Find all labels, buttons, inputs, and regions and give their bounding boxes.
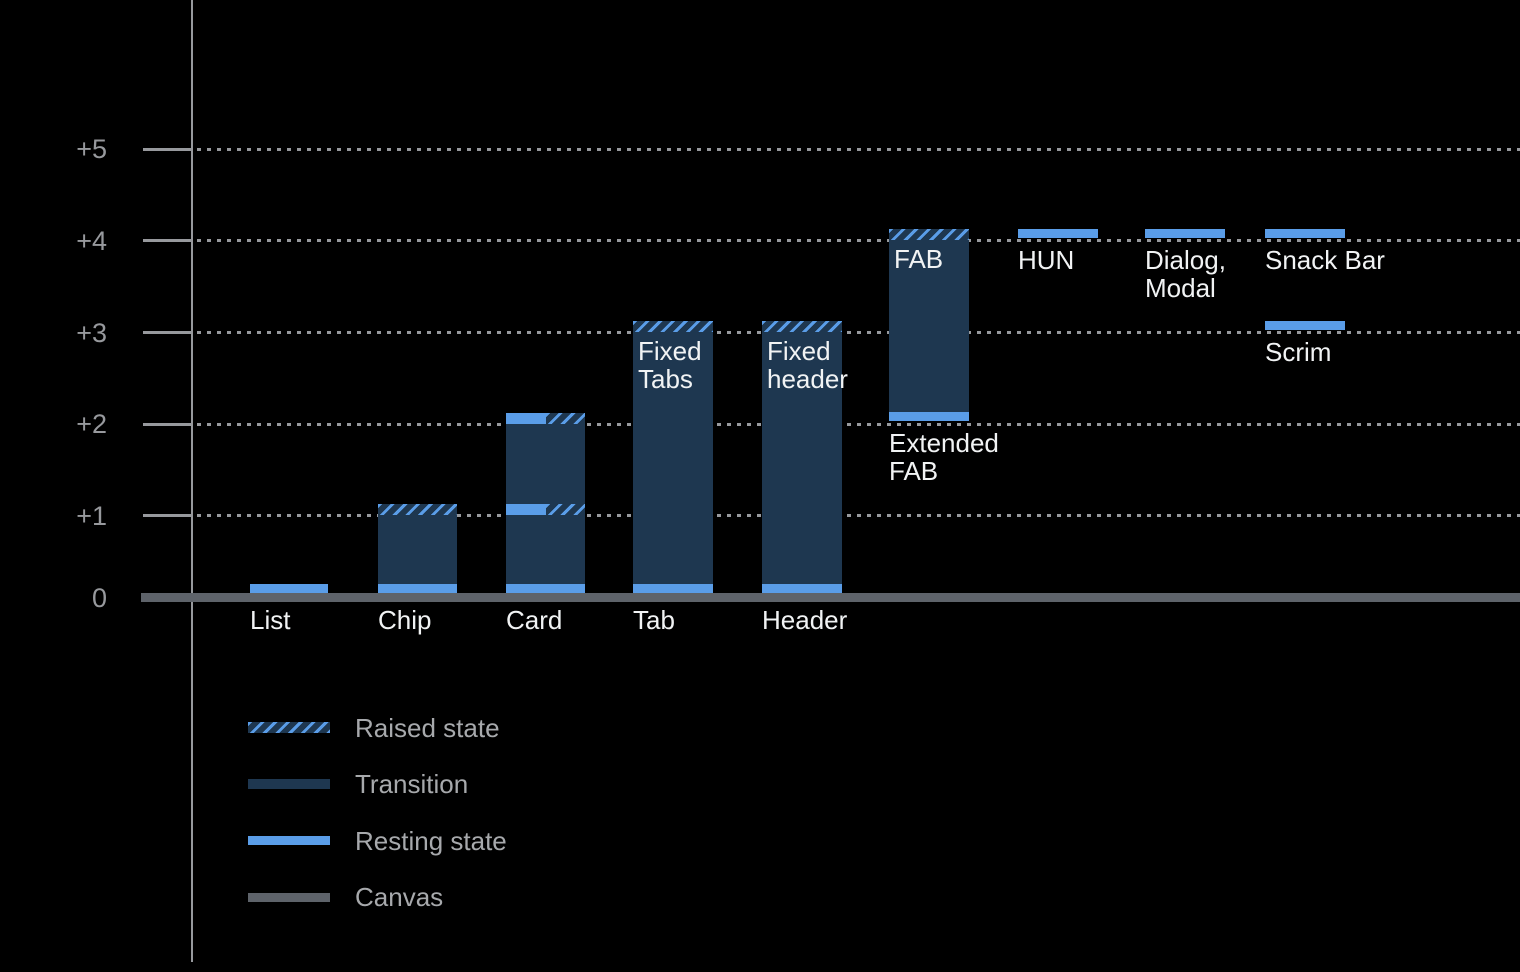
card-resting-half-segment: [506, 412, 546, 424]
scrim-resting-segment: [1265, 320, 1345, 330]
list-label: List: [250, 605, 291, 635]
hun-label: HUN: [1018, 244, 1075, 275]
fab-label: Extended FAB: [889, 428, 999, 486]
y-tick-label: +3: [76, 317, 107, 348]
tab-raised-segment: [633, 321, 713, 332]
snack-bar-resting-segment: [1265, 228, 1345, 238]
tab-label: Tab: [633, 605, 675, 635]
fab-resting-segment: [889, 412, 969, 421]
tab-resting-segment: [633, 584, 713, 593]
card-resting-segment: [506, 584, 585, 593]
header-resting-segment: [762, 584, 842, 593]
gridline-dotted: [197, 331, 1520, 334]
chip-label: Chip: [378, 605, 432, 635]
header-label: Fixed header: [767, 335, 848, 394]
legend-label-canvas: Canvas: [355, 882, 444, 912]
y-tick-label: +2: [76, 409, 107, 439]
canvas-baseline: [141, 593, 1520, 602]
card-transition-segment: [506, 515, 585, 584]
legend-label-transition: Transition: [355, 769, 469, 799]
header-raised-segment: [762, 321, 842, 332]
y-tick-label: 0: [91, 582, 107, 613]
chip-raised-segment: [378, 504, 457, 515]
tab-label: Fixed Tabs: [638, 335, 702, 394]
header-transition-segment: [762, 332, 842, 584]
legend-swatch-resting-icon: [248, 836, 330, 845]
card-raised-half-segment: [545, 412, 585, 424]
legend-swatch-canvas-icon: [248, 892, 330, 902]
card-raised-half-segment: [545, 504, 585, 515]
dialog-modal-label: Dialog, Modal: [1145, 244, 1226, 303]
header-label: Header: [762, 605, 848, 635]
list-resting-segment: [250, 584, 328, 593]
chip-resting-segment: [378, 584, 457, 593]
card-transition-segment: [506, 423, 585, 504]
gridline-dotted: [197, 514, 1520, 517]
dialog-modal-resting-segment: [1145, 228, 1225, 238]
snack-bar-label: Snack Bar: [1265, 244, 1385, 275]
legend-label-raised: Raised state: [355, 712, 500, 743]
fab-raised-segment: [889, 229, 969, 240]
fab-label: FAB: [894, 243, 944, 274]
scrim-label: Scrim: [1265, 336, 1332, 367]
legend-label-resting: Resting state: [355, 825, 507, 856]
y-tick-mark: [143, 239, 193, 242]
legend-swatch-raised-icon: [248, 722, 330, 733]
y-tick-label: +4: [76, 225, 107, 256]
hun-resting-segment: [1018, 228, 1098, 238]
legend-swatch-transition-icon: [248, 779, 330, 789]
y-tick-label: +5: [76, 134, 107, 164]
chip-transition-segment: [378, 515, 457, 584]
card-resting-half-segment: [506, 504, 546, 515]
y-tick-mark: [143, 331, 193, 334]
y-axis-line: [191, 0, 193, 962]
y-tick-mark: [143, 422, 193, 426]
gridline-dotted: [197, 422, 1520, 426]
card-label: Card: [506, 605, 563, 635]
y-tick-label: +1: [76, 500, 107, 531]
gridline-dotted: [197, 147, 1520, 151]
y-tick-mark: [143, 147, 193, 151]
fab-transition-segment: [889, 240, 969, 412]
y-tick-mark: [143, 514, 193, 517]
gridline-dotted: [197, 239, 1520, 242]
tab-transition-segment: [633, 332, 713, 584]
